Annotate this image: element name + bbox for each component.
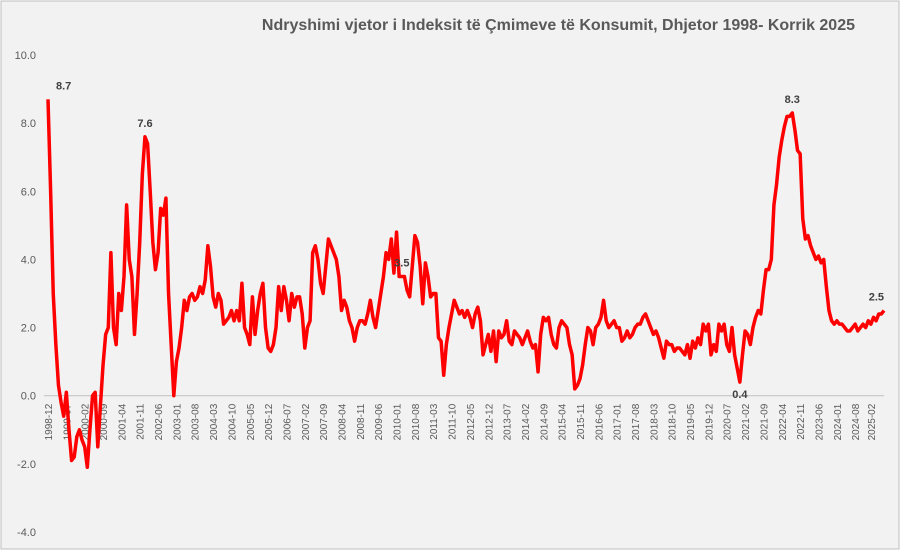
x-tick-label: 2021-09 — [759, 403, 770, 440]
x-tick-label: 2015-04 — [558, 403, 569, 440]
x-tick-label: 2007-02 — [301, 403, 312, 440]
x-tick-label: 1998-12 — [44, 403, 55, 440]
y-tick-label: 2.0 — [21, 323, 36, 335]
x-tick-label: 2008-04 — [338, 403, 349, 440]
y-tick-label: 8.0 — [21, 118, 36, 130]
x-tick-label: 2004-10 — [227, 403, 238, 440]
x-tick-label: 2003-08 — [191, 403, 202, 440]
x-tick-label: 2009-06 — [374, 403, 385, 440]
x-tick-label: 2010-08 — [411, 403, 422, 440]
x-tick-label: 2024-08 — [851, 403, 862, 440]
x-tick-label: 2007-09 — [319, 403, 330, 440]
data-label: 8.7 — [56, 80, 71, 92]
x-tick-label: 2015-11 — [576, 403, 587, 439]
data-label: 8.3 — [785, 94, 800, 106]
x-tick-label: 2006-07 — [282, 403, 293, 440]
data-label: 0.4 — [732, 389, 748, 401]
x-tick-label: 2003-01 — [172, 403, 183, 440]
chart-title: Ndryshimi vjetor i Indeksit të Çmimeve t… — [262, 17, 855, 34]
x-tick-label: 2014-09 — [539, 403, 550, 440]
x-tick-label: 2001-11 — [136, 403, 147, 439]
x-tick-label: 2010-01 — [393, 403, 404, 440]
x-tick-label: 2000-09 — [99, 403, 110, 440]
x-tick-label: 2008-11 — [356, 403, 367, 439]
data-label: 2.5 — [869, 292, 884, 304]
x-tick-label: 2019-12 — [704, 403, 715, 440]
data-label: 7.6 — [137, 118, 152, 130]
x-tick-label: 2018-10 — [668, 403, 679, 440]
x-tick-label: 2019-05 — [686, 403, 697, 440]
data-line — [46, 99, 886, 470]
y-tick-label: -2.0 — [17, 459, 36, 471]
x-tick-label: 2000-02 — [81, 403, 92, 440]
x-tick-label: 2004-03 — [209, 403, 220, 440]
x-tick-label: 2022-11 — [796, 403, 807, 439]
x-tick-label: 2017-08 — [631, 403, 642, 440]
y-tick-label: 4.0 — [21, 254, 36, 266]
x-tick-label: 2013-07 — [503, 403, 514, 440]
x-tick-label: 2021-02 — [741, 403, 752, 440]
x-tick-label: 2014-02 — [521, 403, 532, 440]
x-tick-label: 2016-06 — [594, 403, 605, 440]
x-tick-label: 2012-12 — [484, 403, 495, 440]
data-label: 3.5 — [394, 257, 409, 269]
x-tick-label: 2023-06 — [814, 403, 825, 440]
x-tick-label: 2025-02 — [867, 403, 878, 440]
x-tick-label: 2002-06 — [154, 403, 165, 440]
x-tick-label: 2022-04 — [778, 403, 789, 440]
y-tick-label: 0.0 — [21, 391, 36, 403]
x-tick-label: 2012-05 — [466, 403, 477, 440]
y-tick-label: 10.0 — [15, 50, 36, 62]
x-tick-label: 2005-05 — [246, 403, 257, 440]
y-tick-label: 6.0 — [21, 186, 36, 198]
x-tick-label: 2018-03 — [649, 403, 660, 440]
x-tick-label: 2020-07 — [723, 403, 734, 440]
x-tick-label: 2017-01 — [613, 403, 624, 440]
x-tick-label: 2011-10 — [448, 403, 459, 439]
x-tick-label: 2001-04 — [117, 403, 128, 440]
x-tick-label: 2005-12 — [264, 403, 275, 440]
x-tick-label: 2024-01 — [833, 403, 844, 440]
x-tick-label: 2011-03 — [429, 403, 440, 439]
y-tick-label: -4.0 — [17, 527, 36, 539]
